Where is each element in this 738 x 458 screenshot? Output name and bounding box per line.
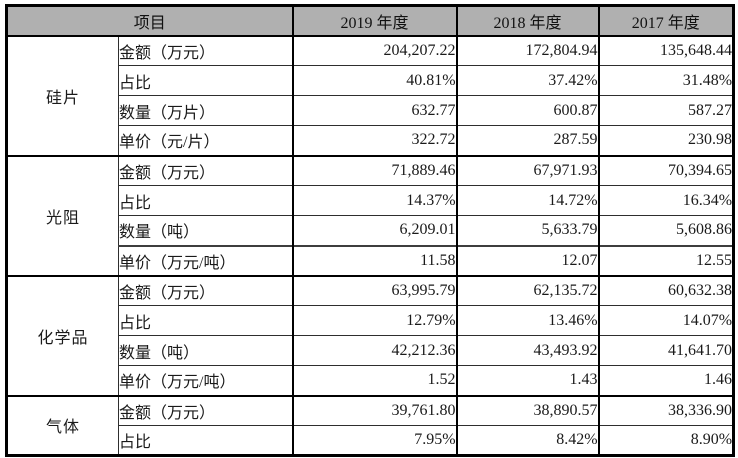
row-label-cell: 单价（元/片）	[117, 125, 294, 156]
value-cell: 135,648.44	[597, 34, 735, 66]
row-label-cell: 占比	[117, 425, 294, 456]
value-cell: 70,394.65	[597, 154, 735, 186]
category-cell: 气体	[6, 394, 119, 456]
value-cell: 42,212.36	[291, 335, 458, 366]
table-row: 占比 7.95% 8.42% 8.90%	[7, 425, 735, 456]
value-cell: 62,135.72	[455, 274, 600, 306]
value-cell: 13.46%	[455, 305, 600, 336]
value-cell: 38,890.57	[455, 394, 600, 426]
category-cell: 光阻	[6, 154, 119, 276]
table-row: 占比 12.79% 13.46% 14.07%	[7, 305, 735, 336]
row-label-cell: 金额（万元）	[117, 394, 294, 426]
value-cell: 8.42%	[455, 425, 600, 456]
table-row: 光阻 金额（万元） 71,889.46 67,971.93 70,394.65	[6, 154, 735, 276]
table-row: 单价（万元/吨） 11.58 12.07 12.55	[7, 244, 735, 276]
value-cell: 230.98	[597, 125, 735, 156]
value-cell: 5,608.86	[597, 215, 735, 246]
table-row: 数量（吨） 42,212.36 43,493.92 41,641.70	[7, 335, 735, 366]
value-cell: 31.48%	[597, 65, 735, 96]
value-cell: 37.42%	[455, 65, 600, 96]
value-cell: 632.77	[291, 95, 458, 126]
value-cell: 1.46	[597, 365, 735, 396]
table-row: 气体 金额（万元） 39,761.80 38,890.57 38,336.90	[6, 394, 735, 456]
category-cell: 化学品	[6, 274, 119, 396]
value-cell: 71,889.46	[291, 154, 458, 186]
value-cell: 172,804.94	[455, 34, 600, 66]
value-cell: 6,209.01	[291, 215, 458, 246]
value-cell: 12.07	[455, 244, 600, 276]
value-cell: 16.34%	[597, 185, 735, 216]
header-row: 项目 2019 年度 2018 年度 2017 年度	[5, 5, 735, 36]
row-label-cell: 金额（万元）	[117, 274, 294, 306]
table-row: 化学品 金额（万元） 63,995.79 62,135.72 60,632.38	[6, 274, 735, 396]
value-cell: 1.43	[455, 365, 600, 396]
procurement-table: 项目 2019 年度 2018 年度 2017 年度 硅片 金额（万元） 204…	[5, 4, 736, 457]
value-cell: 587.27	[597, 95, 735, 126]
value-cell: 14.37%	[291, 185, 458, 216]
value-cell: 8.90%	[597, 425, 735, 456]
table-row: 数量（吨） 6,209.01 5,633.79 5,608.86	[7, 215, 735, 246]
value-cell: 287.59	[455, 125, 600, 156]
row-label-cell: 金额（万元）	[117, 154, 294, 186]
value-cell: 11.58	[291, 244, 458, 276]
value-cell: 7.95%	[291, 425, 458, 456]
value-cell: 12.55	[597, 244, 735, 276]
table-row: 占比 14.37% 14.72% 16.34%	[7, 185, 735, 216]
value-cell: 14.72%	[455, 185, 600, 216]
value-cell: 14.07%	[597, 305, 735, 336]
value-cell: 322.72	[291, 125, 458, 156]
row-label-cell: 占比	[117, 185, 294, 216]
row-label-cell: 单价（万元/吨）	[117, 244, 294, 276]
value-cell: 12.79%	[291, 305, 458, 336]
value-cell: 38,336.90	[597, 394, 735, 426]
value-cell: 600.87	[455, 95, 600, 126]
row-label-cell: 数量（吨）	[117, 215, 294, 246]
value-cell: 67,971.93	[455, 154, 600, 186]
row-label-cell: 数量（万片）	[117, 95, 294, 126]
value-cell: 41,641.70	[597, 335, 735, 366]
col-header-2019: 2019 年度	[291, 5, 458, 36]
category-cell: 硅片	[6, 34, 119, 156]
value-cell: 40.81%	[291, 65, 458, 96]
value-cell: 60,632.38	[597, 274, 735, 306]
value-cell: 39,761.80	[291, 394, 458, 426]
table-row: 数量（万片） 632.77 600.87 587.27	[7, 95, 735, 126]
row-label-cell: 数量（吨）	[117, 335, 294, 366]
row-label-cell: 占比	[117, 305, 294, 336]
col-header-2017: 2017 年度	[597, 5, 735, 36]
value-cell: 1.52	[291, 365, 458, 396]
col-header-2018: 2018 年度	[455, 5, 600, 36]
value-cell: 204,207.22	[291, 34, 458, 66]
row-label-cell: 占比	[117, 65, 294, 96]
col-header-item: 项目	[5, 5, 294, 36]
value-cell: 5,633.79	[455, 215, 600, 246]
table-row: 硅片 金额（万元） 204,207.22 172,804.94 135,648.…	[6, 34, 735, 156]
value-cell: 63,995.79	[291, 274, 458, 306]
row-label-cell: 单价（万元/吨）	[117, 365, 294, 396]
row-label-cell: 金额（万元）	[117, 34, 294, 66]
value-cell: 43,493.92	[455, 335, 600, 366]
table-row: 占比 40.81% 37.42% 31.48%	[7, 65, 735, 96]
table-row: 单价（元/片） 322.72 287.59 230.98	[7, 125, 735, 156]
